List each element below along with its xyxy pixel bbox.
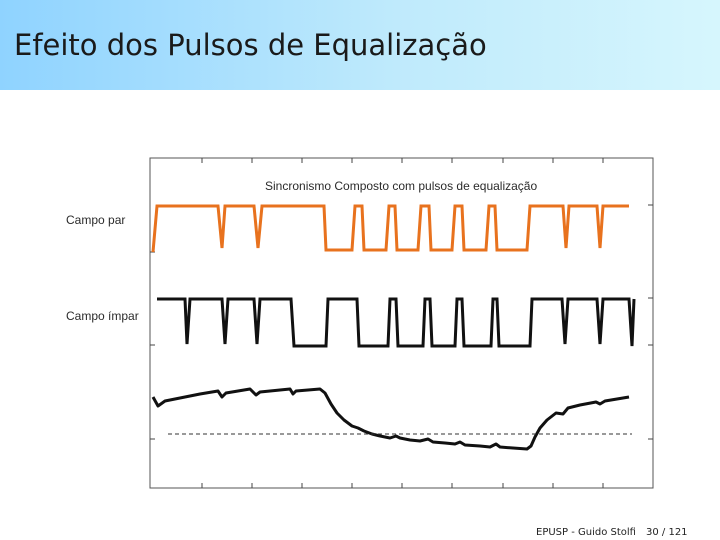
frame-ticks	[150, 158, 653, 488]
even-field-waveform	[151, 204, 629, 253]
slide-title: Efeito dos Pulsos de Equalização	[14, 28, 487, 62]
integrator-response-curve	[151, 387, 630, 451]
title-bar	[0, 0, 720, 90]
footer-source: EPUSP - Guido Stolfi	[536, 527, 636, 538]
label-even-field: Campo par	[66, 213, 125, 227]
slide-footer: EPUSP - Guido Stolfi 30 / 121	[536, 527, 688, 539]
footer-page-number: 30 / 121	[646, 527, 688, 538]
odd-field-waveform	[157, 297, 636, 348]
label-odd-field: Campo ímpar	[66, 309, 139, 323]
figure-caption: Sincronismo Composto com pulsos de equal…	[265, 179, 537, 193]
